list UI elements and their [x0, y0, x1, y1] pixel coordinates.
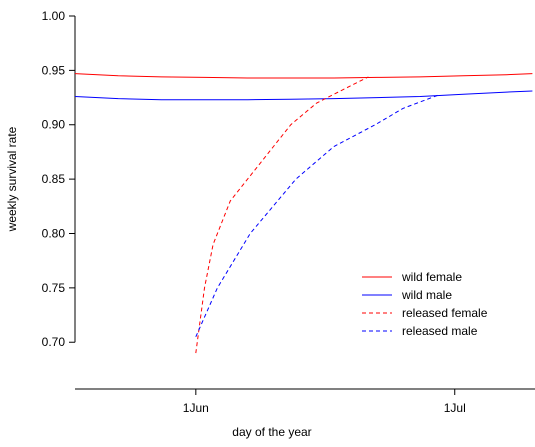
- y-tick-label: 0.95: [42, 63, 66, 77]
- series-line: [195, 94, 438, 338]
- y-tick-label: 1.00: [42, 9, 66, 23]
- y-tick-label: 0.90: [42, 118, 66, 132]
- series-line: [195, 76, 369, 354]
- y-tick-label: 0.75: [42, 281, 66, 295]
- legend-label: released male: [402, 324, 478, 338]
- y-tick-label: 0.80: [42, 226, 66, 240]
- series-line: [74, 73, 533, 79]
- x-tick-label: 1Jun: [183, 401, 209, 415]
- y-tick-label: 0.70: [42, 335, 66, 349]
- y-axis-label: weekly survival rate: [5, 126, 19, 232]
- legend-label: released female: [402, 306, 488, 320]
- y-tick-label: 0.85: [42, 172, 66, 186]
- legend-label: wild male: [401, 288, 452, 302]
- legend-label: wild female: [401, 270, 462, 284]
- x-tick-label: 1Jul: [444, 401, 466, 415]
- x-axis-label: day of the year: [232, 425, 311, 439]
- series-line: [74, 90, 533, 101]
